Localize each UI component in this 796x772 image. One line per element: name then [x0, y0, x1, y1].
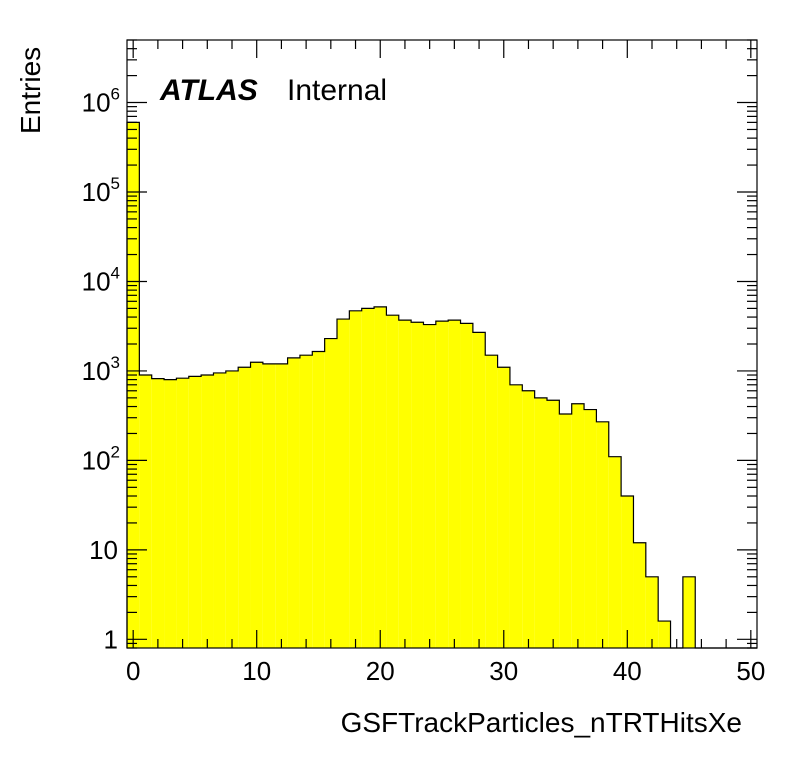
y-tick-label: 103: [82, 353, 120, 386]
histogram-bar: [299, 355, 313, 648]
y-tick-label: 106: [82, 85, 120, 118]
x-tick-label: 10: [242, 656, 271, 686]
x-tick-label: 50: [736, 656, 765, 686]
x-tick-label: 30: [489, 656, 518, 686]
histogram-bar: [547, 400, 560, 648]
histogram-bar: [658, 621, 671, 648]
histogram-bar: [386, 315, 399, 648]
histogram-bar: [485, 355, 498, 648]
y-axis-title: Entries: [15, 47, 46, 134]
histogram-bar: [596, 421, 609, 648]
histogram-bar: [423, 324, 436, 648]
y-tick-labels: 1 10 102 103 104 105 106: [82, 85, 120, 655]
y-tick-label: 10: [89, 535, 118, 565]
histogram-bar: [411, 322, 424, 648]
histogram-bar: [238, 367, 251, 648]
histogram-bar: [225, 370, 239, 648]
histogram-bar: [201, 375, 214, 648]
histogram-bar: [287, 357, 300, 648]
histogram-bar: [645, 576, 659, 648]
histogram-bar: [275, 363, 288, 648]
histogram-bar: [633, 542, 646, 648]
histogram-bar: [571, 403, 585, 648]
internal-label: Internal: [287, 74, 387, 107]
histogram-bar: [151, 378, 165, 648]
x-tick-label: 0: [126, 656, 140, 686]
histogram-bars: [127, 122, 696, 648]
histogram-bar: [448, 320, 461, 648]
y-axis-ticks: [127, 39, 757, 649]
histogram-bar: [534, 397, 547, 648]
histogram-bar: [188, 376, 202, 648]
histogram-bar: [374, 306, 387, 648]
y-tick-label: 104: [82, 263, 120, 296]
histogram-bar: [324, 338, 337, 648]
y-tick-label: 1: [104, 624, 118, 654]
histogram-bar: [509, 384, 523, 648]
histogram-bar: [164, 379, 177, 648]
histogram-bar: [262, 363, 276, 648]
y-tick-label: 105: [82, 174, 120, 207]
histogram-bar: [361, 308, 375, 648]
x-tick-labels: 0 10 20 30 40 50: [126, 656, 765, 686]
histogram-bar: [176, 378, 189, 648]
histogram-bar: [497, 367, 510, 648]
x-axis-ticks: [132, 40, 752, 648]
histogram-bar: [682, 576, 696, 648]
histogram-bar: [621, 496, 634, 648]
histogram-bar: [559, 414, 572, 648]
histogram-bar: [522, 390, 535, 648]
x-tick-label: 20: [366, 656, 395, 686]
histogram-bar: [608, 456, 622, 648]
histogram-bar: [139, 375, 152, 648]
x-axis-title: GSFTrackParticles_nTRTHitsXe: [341, 707, 742, 738]
histogram-bar: [312, 351, 325, 648]
histogram-bar: [398, 320, 412, 648]
histogram-bar: [337, 319, 350, 648]
histogram-bar: [435, 321, 449, 648]
histogram-bar: [349, 310, 362, 648]
histogram-outline: [126, 121, 757, 649]
x-tick-label: 40: [613, 656, 642, 686]
y-tick-label: 102: [82, 442, 120, 475]
atlas-label: ATLAS: [159, 74, 258, 107]
histogram-bar: [584, 409, 597, 648]
histogram-bar: [213, 372, 226, 648]
histogram-bar: [250, 362, 263, 648]
histogram-bar: [460, 323, 473, 648]
histogram-bar: [472, 332, 486, 648]
